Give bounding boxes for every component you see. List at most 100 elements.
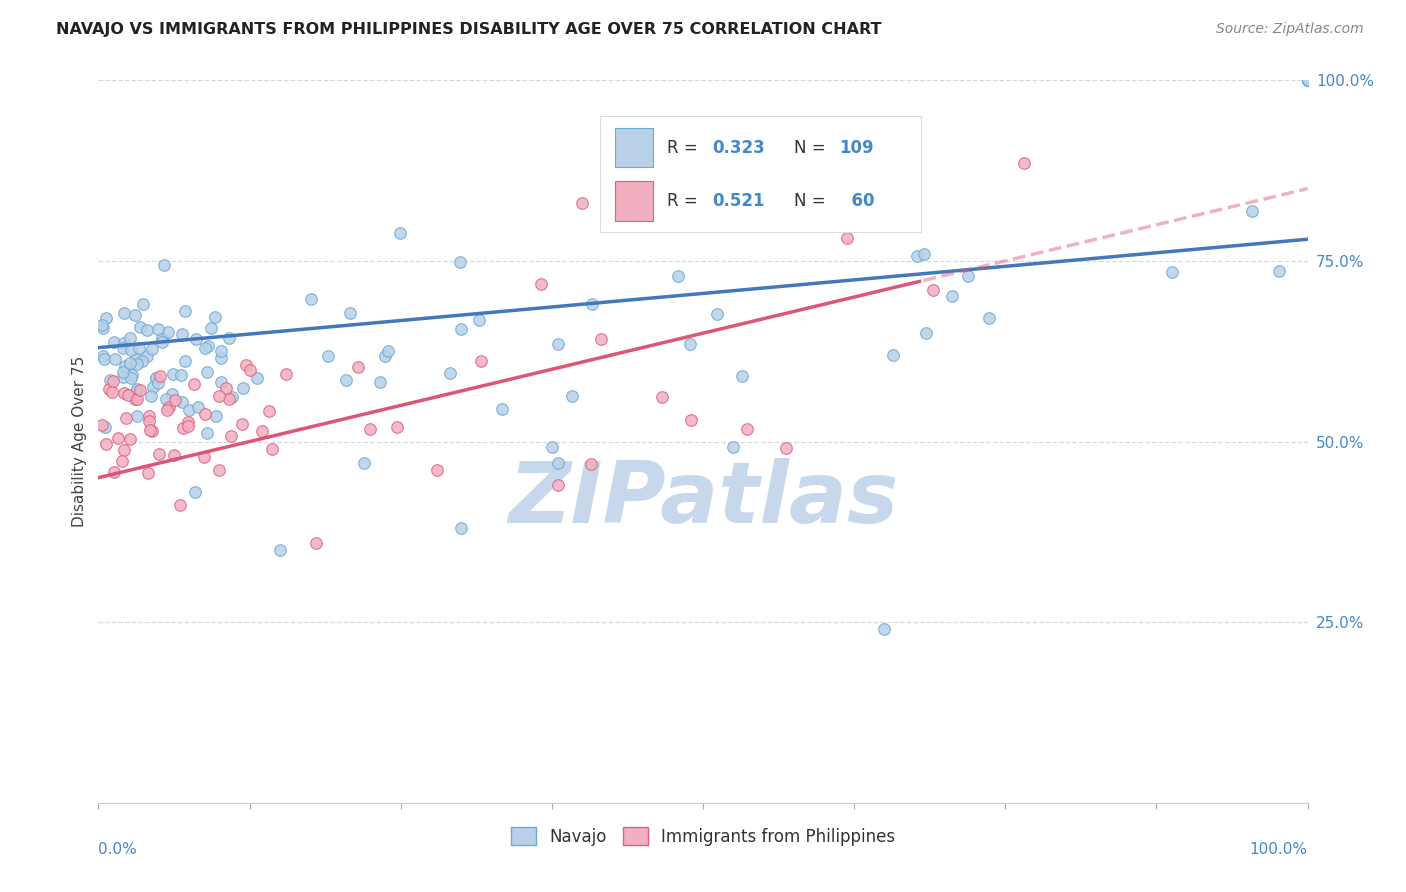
Point <box>1296 73 1319 87</box>
Point <box>269 542 291 557</box>
Point <box>359 422 381 436</box>
Point <box>170 368 193 382</box>
Point <box>183 377 205 392</box>
Point <box>737 422 759 436</box>
Point <box>112 306 135 320</box>
Point <box>207 389 229 403</box>
Point <box>449 254 471 268</box>
Point <box>941 289 963 303</box>
Point <box>136 323 159 337</box>
Point <box>389 226 412 240</box>
Point <box>450 322 472 336</box>
Point <box>1012 155 1035 169</box>
Point <box>679 413 702 427</box>
Point <box>112 442 135 457</box>
Text: R =: R = <box>666 192 703 210</box>
Point <box>541 440 564 454</box>
Point <box>571 196 593 211</box>
Point <box>149 368 172 383</box>
Point <box>120 343 142 357</box>
Point <box>835 231 858 245</box>
Point <box>128 342 150 356</box>
Point <box>873 623 896 637</box>
Point <box>138 409 160 423</box>
Point <box>91 417 114 432</box>
Point <box>118 356 141 370</box>
Point <box>301 292 323 306</box>
Point <box>731 368 754 383</box>
Point <box>115 411 138 425</box>
Point <box>547 478 569 492</box>
Point <box>156 325 179 339</box>
Point <box>112 386 135 401</box>
Point <box>145 371 167 385</box>
Point <box>150 335 173 350</box>
Point <box>139 423 162 437</box>
Point <box>146 322 169 336</box>
Text: R =: R = <box>666 138 703 157</box>
Point <box>107 431 129 445</box>
Point <box>218 392 240 407</box>
Point <box>374 350 396 364</box>
Point <box>239 362 262 376</box>
Point <box>174 353 197 368</box>
Point <box>173 304 195 318</box>
Text: 0.521: 0.521 <box>713 192 765 210</box>
Text: Source: ZipAtlas.com: Source: ZipAtlas.com <box>1216 22 1364 37</box>
Point <box>150 331 173 345</box>
Point <box>103 374 125 388</box>
Point <box>117 388 139 402</box>
Point <box>209 375 232 389</box>
Point <box>93 350 115 364</box>
Point <box>184 485 207 500</box>
Point <box>491 401 513 416</box>
Point <box>305 535 328 549</box>
Point <box>1240 204 1263 219</box>
Point <box>219 429 242 443</box>
Point <box>124 308 146 322</box>
Point <box>193 450 215 464</box>
Point <box>316 349 339 363</box>
Point <box>169 498 191 512</box>
Point <box>335 373 357 387</box>
Point <box>118 432 141 446</box>
Point <box>262 442 284 456</box>
Point <box>170 326 193 341</box>
Point <box>142 379 165 393</box>
Point <box>915 326 938 340</box>
Point <box>128 319 150 334</box>
Point <box>368 375 391 389</box>
Point <box>561 389 583 403</box>
Point <box>426 463 449 477</box>
Point <box>470 354 492 368</box>
Point <box>112 336 135 351</box>
Point <box>1296 73 1319 87</box>
Point <box>1296 73 1319 87</box>
Point <box>209 344 232 359</box>
Legend: Navajo, Immigrants from Philippines: Navajo, Immigrants from Philippines <box>503 821 903 852</box>
Point <box>94 310 117 325</box>
Point <box>120 370 142 384</box>
Point <box>666 268 689 283</box>
Point <box>128 383 150 397</box>
Point <box>195 426 218 441</box>
Point <box>104 352 127 367</box>
Point <box>186 332 208 346</box>
Point <box>232 381 254 395</box>
Point <box>127 357 149 371</box>
Point <box>121 368 143 383</box>
Text: N =: N = <box>793 138 831 157</box>
Point <box>231 417 253 431</box>
Point <box>162 367 184 381</box>
Point <box>208 463 231 477</box>
Point <box>124 392 146 406</box>
Point <box>1296 73 1319 87</box>
Point <box>114 359 136 373</box>
Point <box>112 341 135 355</box>
Point <box>651 391 673 405</box>
Point <box>93 321 115 335</box>
Point <box>450 521 472 535</box>
Point <box>339 306 361 320</box>
Point <box>177 415 200 429</box>
Text: 0.0%: 0.0% <box>98 842 138 856</box>
